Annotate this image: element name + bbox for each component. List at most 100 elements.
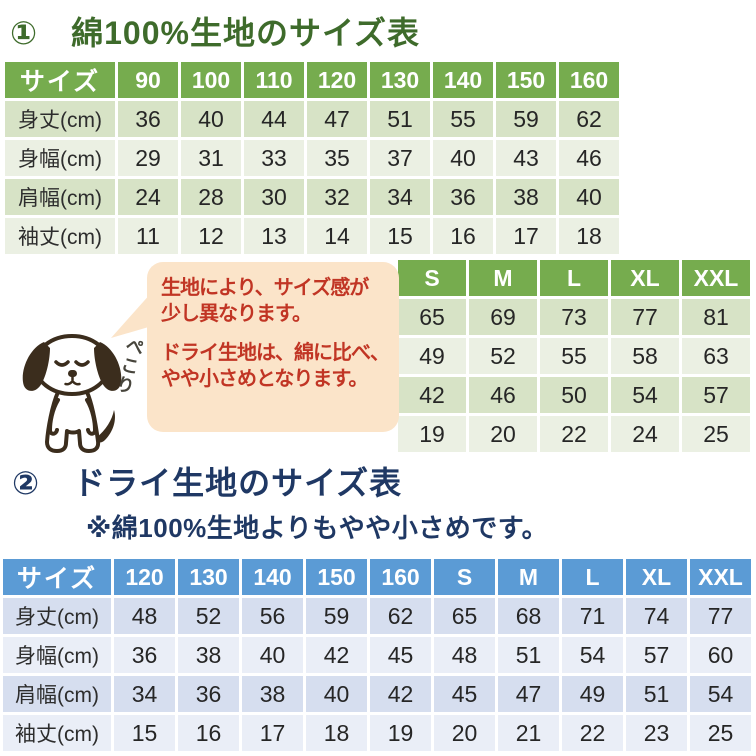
size-value-cell: 55 xyxy=(540,338,608,374)
size-value-cell: 65 xyxy=(434,598,495,634)
measurement-row: 身幅(cm) 36 38 40 42 45 48 51 54 57 60 xyxy=(3,637,751,673)
speech-bubble-tail xyxy=(111,292,152,338)
size-value-cell: 25 xyxy=(682,416,750,452)
size-value-cell: 52 xyxy=(178,598,239,634)
size-value-cell: 55 xyxy=(433,101,493,137)
size-value-cell: 20 xyxy=(469,416,537,452)
size-col-header: XXL xyxy=(682,260,750,296)
size-value-cell: 43 xyxy=(496,140,556,176)
size-value-cell: 36 xyxy=(433,179,493,215)
size-value-cell: 63 xyxy=(682,338,750,374)
size-value-cell: 56 xyxy=(242,598,303,634)
dry-size-table: サイズ 120 130 140 150 160 S M L XL XXL 身丈(cm) 48 52 56 59… xyxy=(0,556,754,754)
size-col-header: L xyxy=(540,260,608,296)
size-value-cell: 18 xyxy=(559,218,619,254)
size-value-cell: 34 xyxy=(114,676,175,712)
size-value-cell: 50 xyxy=(540,377,608,413)
size-value-cell: 15 xyxy=(114,715,175,751)
measurement-row: 身丈(cm) 36 40 44 47 51 55 59 62 xyxy=(5,101,619,137)
size-value-cell: 34 xyxy=(370,179,430,215)
size-value-cell: 62 xyxy=(559,101,619,137)
size-value-cell: 40 xyxy=(559,179,619,215)
size-value-cell: 47 xyxy=(498,676,559,712)
size-value-cell: 32 xyxy=(307,179,367,215)
measurement-row: 49 52 55 58 63 xyxy=(398,338,750,374)
dry-size-table-grid: サイズ 120 130 140 150 160 S M L XL XXL 身丈(cm) 48 52 56 59… xyxy=(0,556,754,754)
size-value-cell: 40 xyxy=(306,676,367,712)
size-value-cell: 19 xyxy=(398,416,466,452)
callout-spacer xyxy=(161,328,391,340)
size-value-cell: 37 xyxy=(370,140,430,176)
size-label-header: サイズ xyxy=(5,62,115,98)
size-value-cell: 45 xyxy=(370,637,431,673)
size-value-cell: 38 xyxy=(178,637,239,673)
size-value-cell: 73 xyxy=(540,299,608,335)
size-value-cell: 69 xyxy=(469,299,537,335)
size-value-cell: 18 xyxy=(306,715,367,751)
size-value-cell: 35 xyxy=(307,140,367,176)
size-col-header: 160 xyxy=(559,62,619,98)
size-value-cell: 42 xyxy=(398,377,466,413)
size-value-cell: 38 xyxy=(496,179,556,215)
size-value-cell: 54 xyxy=(611,377,679,413)
callout-line: やや小さめとなります。 xyxy=(161,368,368,391)
size-value-cell: 46 xyxy=(469,377,537,413)
size-col-header: 120 xyxy=(114,559,175,595)
size-value-cell: 60 xyxy=(690,637,751,673)
size-value-cell: 81 xyxy=(682,299,750,335)
size-value-cell: 52 xyxy=(469,338,537,374)
size-value-cell: 48 xyxy=(114,598,175,634)
size-value-cell: 24 xyxy=(611,416,679,452)
size-value-cell: 42 xyxy=(306,637,367,673)
size-value-cell: 15 xyxy=(370,218,430,254)
row-label: 身幅(cm) xyxy=(3,637,111,673)
size-col-header: XL xyxy=(626,559,687,595)
size-value-cell: 16 xyxy=(433,218,493,254)
size-value-cell: 48 xyxy=(434,637,495,673)
size-col-header: 130 xyxy=(178,559,239,595)
size-value-cell: 71 xyxy=(562,598,623,634)
size-value-cell: 14 xyxy=(307,218,367,254)
size-value-cell: 22 xyxy=(562,715,623,751)
fabric-size-callout: 生地により、サイズ感が 少し異なります。 ドライ生地は、綿に比べ、 やや小さめと… xyxy=(147,262,399,432)
cotton-adult-size-table-grid: S M L XL XXL 65 69 73 77 81 49 52 55 58 63 42 46 50 54 57 19… xyxy=(395,257,753,455)
size-value-cell: 30 xyxy=(244,179,304,215)
size-col-header: M xyxy=(498,559,559,595)
size-value-cell: 12 xyxy=(181,218,241,254)
size-value-cell: 77 xyxy=(611,299,679,335)
size-col-header: 150 xyxy=(306,559,367,595)
header-row: S M L XL XXL xyxy=(398,260,750,296)
size-col-header: XL xyxy=(611,260,679,296)
size-value-cell: 13 xyxy=(244,218,304,254)
size-col-header: 110 xyxy=(244,62,304,98)
size-value-cell: 31 xyxy=(181,140,241,176)
dry-section-title: ② ドライ生地のサイズ表 xyxy=(12,465,403,501)
header-row: サイズ 120 130 140 150 160 S M L XL XXL xyxy=(3,559,751,595)
size-value-cell: 38 xyxy=(242,676,303,712)
size-value-cell: 29 xyxy=(118,140,178,176)
size-col-header: 130 xyxy=(370,62,430,98)
dog-illustration xyxy=(6,320,136,458)
size-value-cell: 45 xyxy=(434,676,495,712)
measurement-row: 肩幅(cm) 34 36 38 40 42 45 47 49 51 54 xyxy=(3,676,751,712)
size-value-cell: 19 xyxy=(370,715,431,751)
row-label: 袖丈(cm) xyxy=(5,218,115,254)
size-value-cell: 54 xyxy=(690,676,751,712)
size-value-cell: 49 xyxy=(562,676,623,712)
size-value-cell: 21 xyxy=(498,715,559,751)
callout-line: 生地により、サイズ感が xyxy=(161,277,369,299)
size-col-header: XXL xyxy=(690,559,751,595)
cotton-adult-size-table: S M L XL XXL 65 69 73 77 81 49 52 55 58 63 42 46 50 54 57 19… xyxy=(395,257,753,455)
size-value-cell: 68 xyxy=(498,598,559,634)
size-value-cell: 46 xyxy=(559,140,619,176)
row-label: 身丈(cm) xyxy=(3,598,111,634)
size-col-header: L xyxy=(562,559,623,595)
measurement-row: 19 20 22 24 25 xyxy=(398,416,750,452)
measurement-row: 身幅(cm) 29 31 33 35 37 40 43 46 xyxy=(5,140,619,176)
row-label: 肩幅(cm) xyxy=(5,179,115,215)
size-value-cell: 11 xyxy=(118,218,178,254)
size-value-cell: 23 xyxy=(626,715,687,751)
measurement-row: 袖丈(cm) 11 12 13 14 15 16 17 18 xyxy=(5,218,619,254)
size-col-header: 160 xyxy=(370,559,431,595)
size-value-cell: 77 xyxy=(690,598,751,634)
